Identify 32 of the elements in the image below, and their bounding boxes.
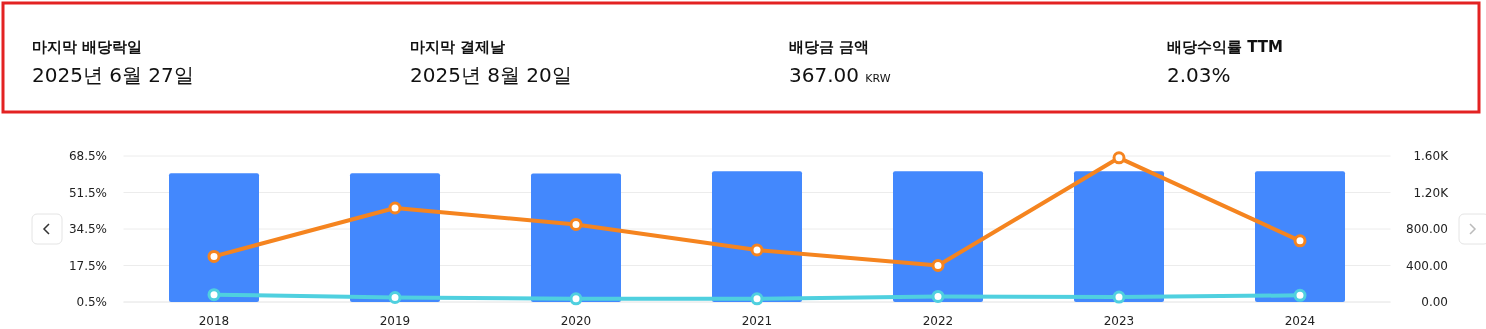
y2-tick-label: 0.00 bbox=[1421, 295, 1448, 309]
text: 2025년 6월 27일 bbox=[32, 63, 194, 87]
y-tick-label: 34.5% bbox=[68, 222, 107, 236]
point bbox=[1112, 151, 1126, 165]
x-tick-label: 2021 bbox=[741, 314, 773, 328]
x-tick-label: 2019 bbox=[379, 314, 411, 328]
x-tick-label: 2024 bbox=[1284, 314, 1316, 328]
x-tick-label: 2023 bbox=[1103, 314, 1135, 328]
text: 367.00 KRW bbox=[789, 63, 891, 87]
point bbox=[388, 201, 402, 215]
y-tick-label: 51.5% bbox=[68, 185, 107, 200]
text: 2.03% bbox=[1167, 63, 1231, 87]
x-tick-label: 2018 bbox=[198, 314, 230, 328]
y2-tick-label: 400.00 bbox=[1406, 258, 1448, 273]
x-tick-label: 2020 bbox=[560, 314, 592, 328]
y-tick-label: 68.5% bbox=[68, 149, 107, 163]
y2-tick-label: 1.20K bbox=[1413, 185, 1450, 200]
point bbox=[750, 243, 764, 257]
y2-tick-label: 800.00 bbox=[1406, 222, 1448, 236]
y-tick-label: 0.5% bbox=[76, 295, 107, 309]
point bbox=[569, 217, 583, 231]
text: 배당수익률 TTM bbox=[1167, 38, 1283, 56]
point bbox=[1293, 234, 1307, 248]
text: 마지막 결제날 bbox=[410, 38, 506, 56]
y2-tick-label: 1.60K bbox=[1413, 149, 1450, 163]
x-tick-label: 2022 bbox=[922, 314, 954, 328]
text: 마지막 배당락일 bbox=[32, 38, 143, 56]
point bbox=[207, 249, 221, 263]
point bbox=[931, 259, 945, 272]
text: 배당금 금액 bbox=[789, 38, 870, 56]
text: 2025년 8월 20일 bbox=[410, 63, 572, 87]
y-tick-label: 17.5% bbox=[68, 258, 107, 273]
